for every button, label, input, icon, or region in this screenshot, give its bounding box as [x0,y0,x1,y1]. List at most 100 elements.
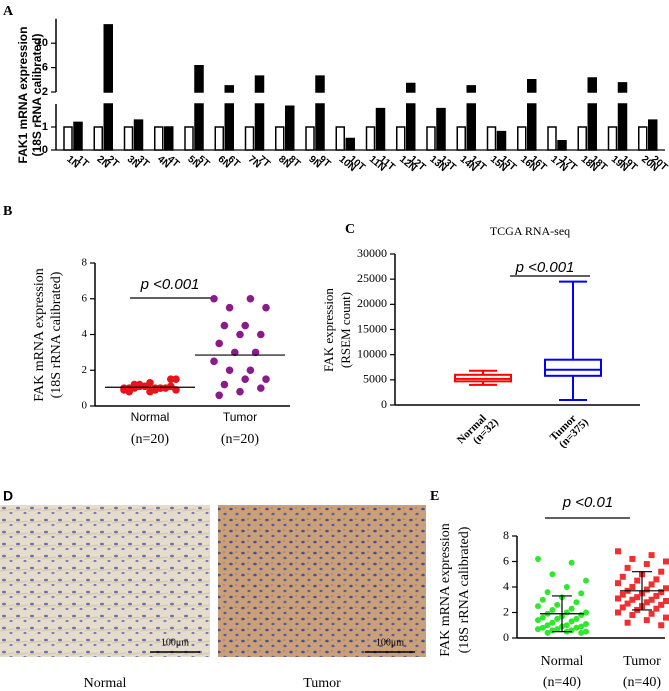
data-point [554,601,561,608]
data-point [643,561,650,568]
data-point [663,558,669,565]
data-point [568,605,575,612]
data-point [215,391,223,400]
bar [587,77,597,151]
bar [123,126,134,151]
data-point [653,576,660,583]
whisker [559,280,587,401]
y-tick-label: 30000 [357,246,387,260]
bar [214,126,224,151]
y-tick-label: 5000 [363,372,387,386]
y-tick-label: 6 [82,292,88,304]
data-point [648,552,655,559]
bar [375,107,386,151]
data-point [624,619,631,626]
y-tick-label: 2 [503,604,509,618]
data-point [568,618,575,625]
y-tick-label: 6 [503,553,509,567]
data-point [220,321,229,330]
x-tick-label: Tumor [223,410,257,424]
panel-letter: E [430,489,439,504]
y-axis-label: FAK mRNA expression [438,523,453,657]
p-value: p <0.01 [562,494,613,511]
bar [396,126,406,151]
data-point [653,605,660,612]
data-point [246,366,255,375]
y-tick-label: 4 [503,579,509,593]
bar [244,126,255,151]
panel-letter: B [3,204,12,219]
bar [345,137,355,151]
bar [315,75,325,151]
y-axis-label: FAK1 mRNA expression [16,27,30,164]
data-point [658,622,665,629]
data-point [535,626,541,633]
chart-title: TCGA RNA-seq [490,224,570,238]
data-point [130,384,139,392]
data-point [663,585,669,592]
data-point [549,571,556,578]
bar [63,126,73,151]
x-tick-label: Tumor [623,654,661,669]
data-point [634,577,641,584]
data-point [251,348,260,357]
bar [103,24,113,151]
y-tick-label: 1 [42,121,48,133]
data-point [257,330,265,339]
bar [365,126,376,151]
data-point [225,366,234,375]
bar [466,85,476,151]
data-point [643,617,650,624]
data-point [554,615,561,622]
data-point [583,577,589,584]
bar [406,82,416,151]
bar [285,105,295,151]
data-point [231,348,239,357]
data-point [146,387,154,396]
data-point [236,387,244,396]
error-bar [632,571,652,611]
data-point [257,384,265,392]
data-point [215,339,223,348]
bar [426,126,436,151]
data-point [573,624,580,631]
bar [335,126,345,151]
bar [224,85,234,151]
data-point [583,628,589,635]
data-point [658,589,665,596]
y-tick-label: 4 [82,328,88,340]
data-point [535,617,541,624]
data-point [583,620,589,627]
data-point [544,629,551,636]
data-point [262,375,270,383]
data-point [629,555,636,562]
data-point [563,584,570,590]
y-tick-label: 8 [82,257,88,269]
y-tick-label: 10000 [357,346,387,360]
y-axis-label: (18S rRNA calibrated) [30,34,44,157]
data-point [648,596,655,603]
error-bar [552,595,572,633]
bar [194,65,204,151]
n-label: (n=40) [623,675,662,690]
micrograph [218,505,426,657]
data-point [643,599,650,606]
p-value: p <0.001 [140,276,200,293]
data-point [539,596,546,603]
data-point [236,330,244,339]
data-point [539,614,546,621]
bar [93,126,103,151]
data-point [539,624,546,631]
y-axis-label: (RSEM count) [338,292,353,368]
panel-letter: A [3,4,14,19]
data-point [658,601,665,608]
data-point [663,614,669,621]
data-point [167,375,175,383]
y-tick-label: 0 [503,630,509,644]
data-point [125,384,133,392]
data-point [643,586,650,593]
y-tick-label: 25000 [357,271,387,285]
bar [184,126,194,151]
y-tick-label: 0 [42,144,48,156]
